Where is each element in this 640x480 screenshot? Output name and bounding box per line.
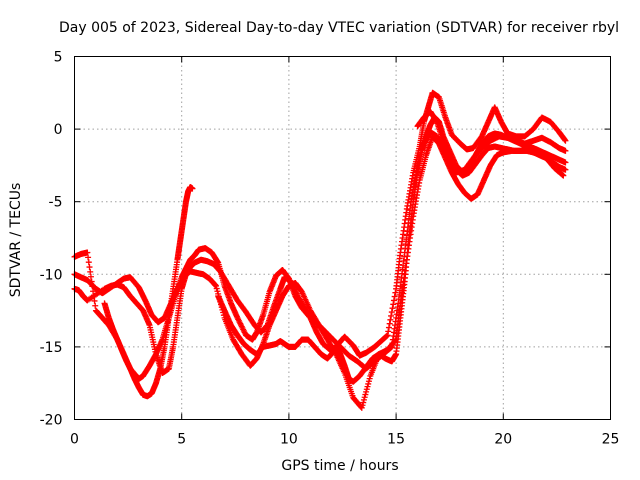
data-point <box>360 396 367 403</box>
data-point <box>390 297 397 304</box>
data-point <box>189 185 196 192</box>
data-point <box>366 375 373 382</box>
data-point <box>388 312 395 319</box>
x-tick-label: 25 <box>602 432 620 448</box>
data-point <box>388 309 395 316</box>
data-point <box>92 302 99 309</box>
x-tick-label: 0 <box>70 432 79 448</box>
data-point <box>560 172 567 179</box>
y-tick-label: -10 <box>40 267 63 283</box>
y-axis-label: SDTVAR / TECUs <box>8 183 24 298</box>
data-point <box>387 316 394 323</box>
x-tick-label: 10 <box>280 432 298 448</box>
data-point <box>386 320 393 327</box>
data-point <box>85 254 92 261</box>
data-point <box>562 159 569 166</box>
x-tick-label: 20 <box>494 432 512 448</box>
data-point <box>384 332 391 339</box>
data-point <box>213 285 220 292</box>
data-point <box>385 328 392 335</box>
x-tick-label: 15 <box>387 432 405 448</box>
data-point <box>363 386 370 393</box>
data-point <box>361 394 368 401</box>
y-tick-label: -20 <box>40 413 63 429</box>
data-point <box>390 301 397 308</box>
chart-title: Day 005 of 2023, Sidereal Day-to-day VTE… <box>59 20 619 36</box>
data-point <box>562 147 569 154</box>
data-point <box>562 166 569 173</box>
x-axis-label: GPS time / hours <box>281 458 398 474</box>
data-point <box>391 293 398 300</box>
data-point <box>385 324 392 331</box>
data-point <box>362 391 369 398</box>
data-point <box>358 404 365 411</box>
data-point <box>330 348 337 355</box>
y-tick-label: -15 <box>40 340 63 356</box>
data-point <box>389 305 396 312</box>
series-track-d <box>101 114 569 400</box>
data-point <box>365 380 372 387</box>
data-point <box>86 264 93 271</box>
data-point <box>213 282 220 289</box>
data-point <box>364 383 371 390</box>
y-tick-label: 0 <box>54 122 63 138</box>
data-point <box>360 399 367 406</box>
data-point <box>562 137 569 144</box>
x-tick-label: 5 <box>177 432 186 448</box>
data-point <box>85 259 92 266</box>
data-point <box>84 249 91 256</box>
series-track-c <box>71 133 567 411</box>
data-point <box>359 402 366 409</box>
data-series <box>71 89 569 411</box>
data-point <box>363 388 370 395</box>
y-tick-label: 5 <box>54 50 63 66</box>
data-point <box>392 289 399 296</box>
plot-frame <box>74 56 611 420</box>
data-point <box>87 268 94 275</box>
data-point <box>365 378 372 385</box>
series-track-e <box>215 108 569 362</box>
data-point <box>87 273 94 280</box>
y-tick-label: -5 <box>49 195 63 211</box>
data-point <box>214 288 221 295</box>
data-point <box>91 297 98 304</box>
